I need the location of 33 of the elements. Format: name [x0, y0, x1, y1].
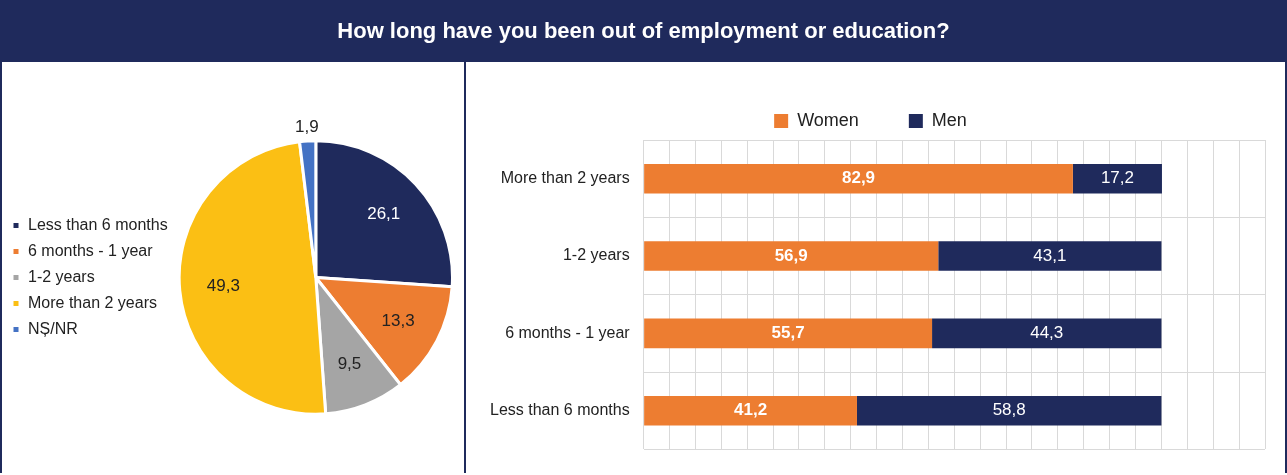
bar	[644, 241, 939, 271]
bar	[1072, 163, 1162, 194]
y-tick-label: 6 months - 1 year	[505, 323, 631, 341]
y-tick-label: 1-2 years	[562, 246, 630, 264]
data-label: 17,2	[1100, 168, 1134, 188]
data-label: 55,7	[771, 323, 805, 343]
data-label: 44,3	[1030, 323, 1064, 343]
data-label: 1,9	[295, 116, 319, 136]
bar	[856, 395, 1162, 426]
text: How long have you been out of employment or education?	[0, 0, 1287, 62]
legend-label: 6 months - 1 year	[28, 241, 154, 259]
data-label: 56,9	[774, 245, 808, 265]
legend-label: Less than 6 months	[28, 215, 168, 233]
data-label: 58,8	[992, 400, 1026, 420]
data-label: 82,9	[841, 168, 876, 188]
bar	[938, 241, 1162, 271]
y-tick-label: More than 2 years	[500, 169, 630, 187]
bar	[932, 318, 1162, 349]
legend-label: 1-2 years	[28, 267, 95, 285]
legend-label: Women	[797, 109, 859, 130]
data-label: 49,3	[206, 276, 240, 296]
bar	[644, 163, 1073, 194]
data-label: 43,1	[1033, 245, 1067, 265]
data-label: 41,2	[734, 400, 768, 420]
y-tick-label: Less than 6 months	[490, 401, 630, 419]
legend-label: NȘ/NR	[28, 319, 78, 337]
bar	[644, 395, 857, 426]
bar	[644, 318, 933, 349]
legend-label: Men	[931, 109, 967, 130]
data-label: 9,5	[337, 353, 362, 373]
data-label: 13,3	[381, 310, 415, 330]
legend-label: More than 2 years	[28, 293, 157, 311]
data-label: 26,1	[367, 203, 401, 223]
